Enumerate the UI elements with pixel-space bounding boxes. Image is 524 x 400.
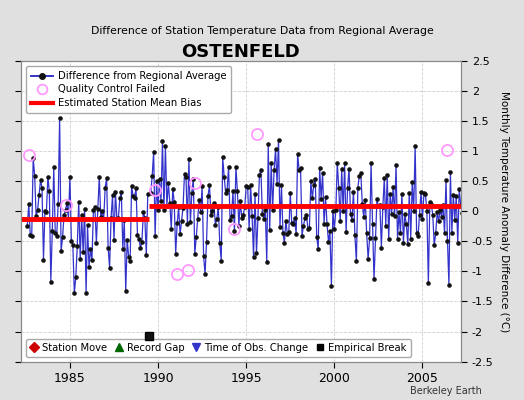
Difference from Regional Average (114, 217, 120, 222)
Difference from Regional Average (121, 218, 127, 222)
Difference from Regional Average (145, 191, 151, 196)
Text: Berkeley Earth: Berkeley Earth (410, 386, 482, 396)
Difference from Regional Average (31, 173, 38, 178)
Difference from Regional Average (71, 291, 78, 296)
Title: OSTENFELD: OSTENFELD (181, 43, 300, 61)
Difference from Regional Average (57, 115, 63, 120)
Y-axis label: Monthly Temperature Anomaly Difference (°C): Monthly Temperature Anomaly Difference (… (499, 91, 509, 332)
Legend: Station Move, Record Gap, Time of Obs. Change, Empirical Break: Station Move, Record Gap, Time of Obs. C… (26, 338, 411, 356)
Line: Difference from Regional Average: Difference from Regional Average (25, 116, 150, 295)
Text: Difference of Station Temperature Data from Regional Average: Difference of Station Temperature Data f… (91, 26, 433, 36)
Difference from Regional Average (99, 209, 105, 214)
Difference from Regional Average (42, 208, 48, 213)
Difference from Regional Average (24, 223, 30, 228)
Difference from Regional Average (49, 228, 56, 233)
